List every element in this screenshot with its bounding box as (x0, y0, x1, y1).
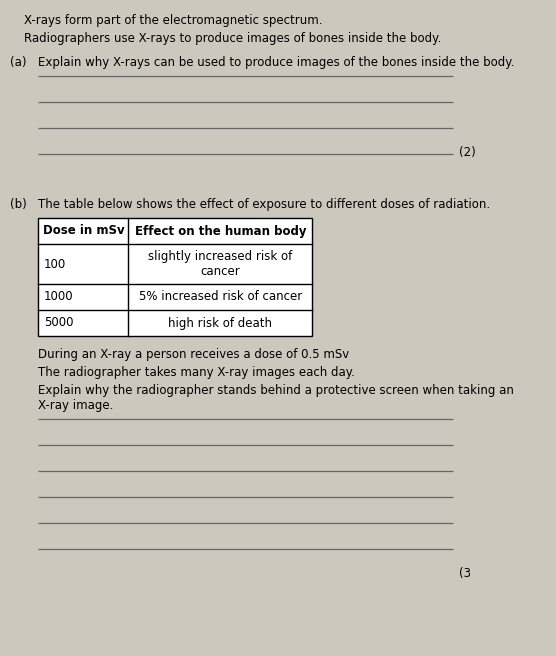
Text: (3: (3 (459, 567, 470, 580)
Text: 5000: 5000 (43, 316, 73, 329)
Text: X-rays form part of the electromagnetic spectrum.: X-rays form part of the electromagnetic … (24, 14, 322, 27)
Text: Effect on the human body: Effect on the human body (135, 224, 306, 237)
Text: (2): (2) (459, 146, 475, 159)
Text: Radiographers use X-rays to produce images of bones inside the body.: Radiographers use X-rays to produce imag… (24, 32, 441, 45)
Bar (38, 218, 312, 336)
Text: high risk of death: high risk of death (168, 316, 272, 329)
Text: 5% increased risk of cancer: 5% increased risk of cancer (138, 291, 302, 304)
Text: 1000: 1000 (43, 291, 73, 304)
Text: Dose in mSv: Dose in mSv (43, 224, 124, 237)
Text: 100: 100 (43, 258, 66, 270)
Text: The table below shows the effect of exposure to different doses of radiation.: The table below shows the effect of expo… (38, 198, 490, 211)
Text: (a): (a) (10, 56, 27, 69)
Text: X-ray image.: X-ray image. (38, 399, 114, 412)
Text: Explain why X-rays can be used to produce images of the bones inside the body.: Explain why X-rays can be used to produc… (38, 56, 515, 69)
Text: During an X-ray a person receives a dose of 0.5 mSv: During an X-ray a person receives a dose… (38, 348, 350, 361)
Text: slightly increased risk of
cancer: slightly increased risk of cancer (148, 250, 292, 278)
Text: (b): (b) (10, 198, 27, 211)
Text: Explain why the radiographer stands behind a protective screen when taking an: Explain why the radiographer stands behi… (38, 384, 514, 397)
Bar (38, 218, 312, 336)
Text: The radiographer takes many X-ray images each day.: The radiographer takes many X-ray images… (38, 366, 355, 379)
